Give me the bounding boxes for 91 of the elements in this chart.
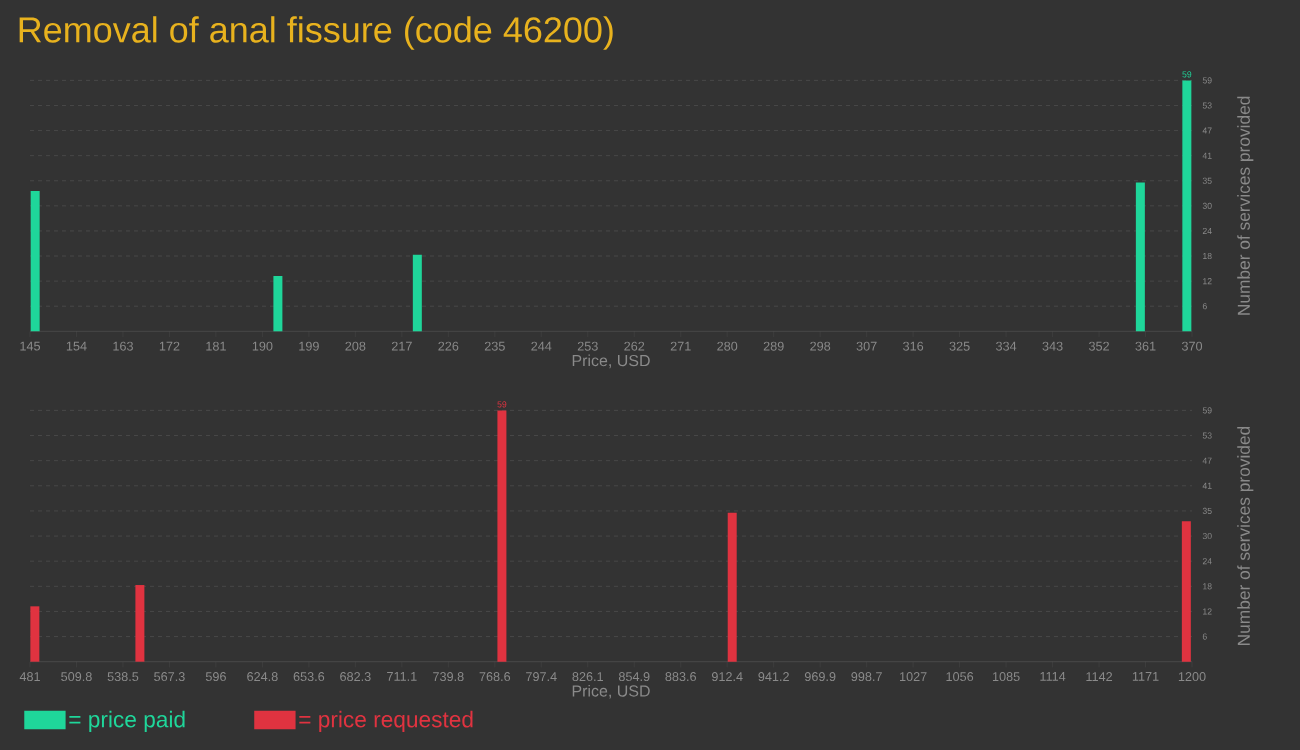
chart-title: Removal of anal fissure (code 46200) [19, 16, 613, 50]
x-tick-label: 271 [670, 341, 691, 351]
x-tick-label: 235 [484, 341, 505, 351]
y-tick-label: 24 [1202, 558, 1212, 565]
y-tick-label: 47 [1202, 457, 1212, 464]
x-tick-label: 352 [1088, 341, 1109, 351]
bar [412, 254, 422, 332]
legend-label: = price paid [69, 710, 185, 732]
y-tick-label: 41 [1202, 482, 1212, 489]
y-tick-label: 53 [1202, 432, 1212, 439]
bar [30, 606, 40, 662]
x-tick-label: 154 [66, 341, 87, 351]
x-tick-label: 1171 [1132, 672, 1159, 681]
x-tick-label: 739.8 [433, 672, 464, 682]
y-tick-label: 59 [1202, 407, 1212, 414]
y-tick-label: 59 [1202, 77, 1212, 84]
x-axis-title: Price, USD [572, 354, 650, 369]
x-tick-label: 1142 [1086, 672, 1113, 681]
y-tick-label: 12 [1203, 608, 1212, 615]
x-tick-label: 208 [345, 341, 366, 351]
legend-label: = price requested [299, 710, 473, 732]
y-tick-label: 35 [1202, 177, 1212, 184]
y-tick-label: 35 [1202, 507, 1212, 514]
x-tick-label: 883.6 [665, 672, 697, 682]
x-tick-label: 190 [252, 341, 273, 351]
y-tick-label: 53 [1202, 102, 1212, 109]
x-tick-label: 1027 [900, 672, 927, 682]
bar [1135, 182, 1145, 332]
x-tick-label: 998.7 [851, 672, 882, 682]
y-tick-label: 41 [1202, 152, 1212, 159]
x-tick-label: 172 [159, 341, 180, 351]
x-tick-label: 941.2 [758, 672, 789, 682]
y-tick-label: 24 [1202, 227, 1212, 234]
bar [727, 512, 737, 662]
x-tick-label: 768.6 [479, 672, 511, 682]
y-tick-label: 47 [1202, 127, 1212, 134]
x-tick-label: 854.9 [618, 672, 650, 682]
x-tick-label: 334 [996, 341, 1017, 351]
x-tick-label: 912.4 [711, 672, 743, 682]
y-tick-label: 6 [1202, 633, 1207, 640]
x-tick-label: 711.1 [387, 672, 417, 681]
bar [135, 585, 145, 662]
x-tick-label: 343 [1042, 341, 1063, 351]
bar [273, 276, 283, 332]
y-axis-title: Number of services provided [1237, 96, 1254, 315]
x-tick-label: 1200 [1178, 672, 1206, 682]
x-tick-label: 361 [1135, 341, 1156, 351]
bar [497, 410, 507, 662]
y-tick-label: 6 [1202, 303, 1207, 310]
x-tick-label: 262 [624, 341, 645, 351]
x-tick-label: 624.8 [247, 672, 278, 682]
x-tick-label: 969.9 [804, 672, 836, 682]
x-tick-label: 307 [856, 341, 877, 351]
y-axis-title: Number of services provided [1237, 426, 1254, 645]
x-tick-label: 145 [20, 341, 41, 351]
x-tick-label: 325 [949, 341, 970, 351]
x-tick-label: 253 [577, 341, 598, 351]
x-tick-label: 217 [391, 341, 412, 351]
x-tick-label: 1085 [992, 672, 1020, 682]
x-tick-label: 653.6 [293, 672, 325, 682]
x-tick-label: 826.1 [572, 672, 603, 682]
x-tick-label: 226 [438, 341, 459, 351]
x-tick-label: 1056 [946, 672, 974, 682]
x-tick-label: 370 [1181, 341, 1203, 351]
x-tick-label: 289 [763, 341, 784, 351]
x-tick-label: 181 [206, 341, 226, 351]
x-tick-label: 316 [903, 341, 924, 351]
x-tick-label: 538.5 [107, 672, 139, 682]
bar [1182, 80, 1192, 332]
x-axis-title: Price, USD [572, 684, 650, 699]
x-tick-label: 298 [810, 341, 831, 351]
data-label: 59 [497, 401, 507, 408]
x-tick-label: 1114 [1040, 672, 1066, 681]
y-tick-label: 30 [1202, 202, 1212, 209]
bar [1181, 521, 1191, 662]
y-tick-label: 30 [1202, 532, 1212, 540]
x-tick-label: 481 [19, 672, 40, 682]
x-tick-label: 280 [717, 341, 738, 351]
x-tick-label: 244 [531, 341, 552, 351]
bar [30, 190, 40, 332]
y-tick-label: 12 [1203, 278, 1212, 285]
x-tick-label: 596 [205, 672, 226, 682]
data-label: 59 [1182, 71, 1192, 78]
y-tick-label: 18 [1203, 252, 1212, 260]
x-tick-label: 509.8 [61, 672, 92, 682]
x-tick-label: 682.3 [340, 672, 371, 682]
x-tick-label: 199 [299, 341, 319, 351]
x-tick-label: 567.3 [154, 672, 185, 682]
x-tick-label: 797.4 [526, 672, 557, 682]
x-tick-label: 163 [113, 341, 133, 351]
y-tick-label: 18 [1203, 583, 1212, 590]
